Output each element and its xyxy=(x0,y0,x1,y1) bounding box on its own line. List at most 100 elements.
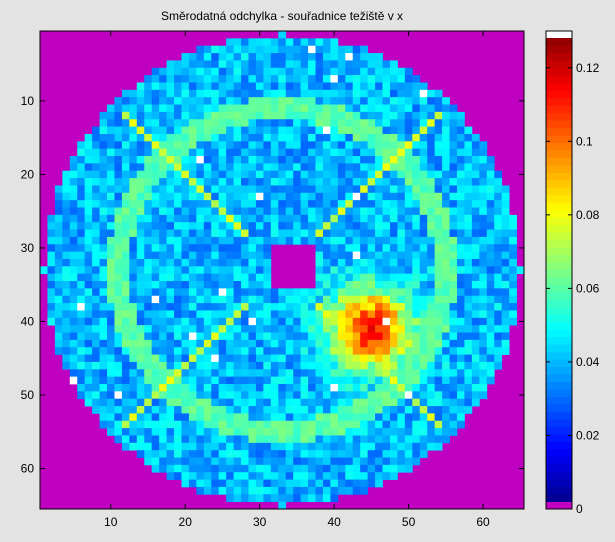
heatmap-cell xyxy=(129,119,138,127)
heatmap-cell xyxy=(330,89,339,98)
heatmap-cell xyxy=(419,251,428,260)
heatmap-cell xyxy=(442,141,450,150)
heatmap-cell xyxy=(412,192,421,201)
colorbar-segment xyxy=(546,187,572,196)
heatmap-cell xyxy=(300,354,309,363)
heatmap-cell xyxy=(427,141,436,150)
heatmap-cell xyxy=(389,391,398,400)
heatmap-cell xyxy=(196,251,205,260)
heatmap-cell xyxy=(442,428,450,436)
heatmap-cell xyxy=(509,310,517,319)
heatmap-cell xyxy=(188,281,197,289)
heatmap-cell xyxy=(166,361,175,370)
heatmap-cell xyxy=(69,207,78,216)
heatmap-cell xyxy=(107,428,115,436)
heatmap-cell xyxy=(241,178,249,186)
heatmap-cell xyxy=(136,207,145,216)
heatmap-cell xyxy=(218,295,227,304)
heatmap-cell xyxy=(308,325,316,333)
heatmap-cell xyxy=(136,325,145,333)
heatmap-cell xyxy=(248,111,257,120)
heatmap-cell xyxy=(129,295,138,304)
heatmap-cell xyxy=(196,383,205,392)
heatmap-cell xyxy=(196,244,205,253)
heatmap-cell xyxy=(464,406,473,414)
heatmap-cell xyxy=(345,45,354,54)
heatmap-cell xyxy=(442,398,450,407)
heatmap-cell xyxy=(166,170,175,179)
heatmap-cell xyxy=(404,361,413,370)
heatmap-cell xyxy=(427,332,436,341)
heatmap-cell xyxy=(188,170,197,179)
heatmap-cell xyxy=(293,104,302,113)
heatmap-cell xyxy=(270,288,279,297)
heatmap-cell xyxy=(151,251,160,260)
heatmap-cell xyxy=(397,376,406,385)
heatmap-cell xyxy=(308,75,316,83)
heatmap-cell xyxy=(360,281,369,289)
heatmap-cell xyxy=(464,185,473,194)
heatmap-cell xyxy=(270,332,279,341)
heatmap-cell xyxy=(248,398,257,407)
heatmap-cell xyxy=(404,450,413,458)
colorbar-segment xyxy=(546,225,572,234)
heatmap-cell xyxy=(211,67,220,76)
heatmap-cell xyxy=(352,53,361,61)
heatmap-cell xyxy=(226,82,234,91)
heatmap-cell xyxy=(345,472,354,480)
heatmap-cell xyxy=(218,266,227,275)
heatmap-cell xyxy=(494,214,503,223)
colorbar-tick-label: 0.04 xyxy=(576,355,600,369)
heatmap-cell xyxy=(419,303,428,311)
heatmap-cell xyxy=(144,207,153,216)
heatmap-cell xyxy=(486,156,495,164)
heatmap-cell xyxy=(285,192,294,201)
heatmap-cell xyxy=(107,266,115,275)
heatmap-cell xyxy=(270,479,279,488)
heatmap-cell xyxy=(330,494,339,503)
heatmap-cell xyxy=(412,361,421,370)
heatmap-cell xyxy=(248,442,257,451)
heatmap-cell xyxy=(47,303,56,311)
heatmap-cell xyxy=(218,148,227,157)
heatmap-cell xyxy=(77,141,86,150)
heatmap-cell xyxy=(188,479,197,488)
heatmap-cell xyxy=(486,369,495,378)
heatmap-cell xyxy=(136,442,145,451)
heatmap-cell xyxy=(382,435,391,444)
heatmap-cell xyxy=(285,75,294,83)
heatmap-cell xyxy=(181,420,190,429)
heatmap-cell xyxy=(404,97,413,105)
heatmap-cell xyxy=(270,222,279,230)
colorbar-segment xyxy=(546,314,572,323)
heatmap-cell xyxy=(62,251,71,260)
heatmap-cell xyxy=(69,156,78,164)
heatmap-cell xyxy=(255,170,264,179)
heatmap-cell xyxy=(367,133,376,142)
heatmap-cell xyxy=(174,200,182,208)
heatmap-cell xyxy=(218,104,227,113)
heatmap-cell xyxy=(203,457,212,466)
heatmap-cell xyxy=(144,339,153,348)
heatmap-cell xyxy=(404,156,413,164)
heatmap-cell xyxy=(479,332,488,341)
heatmap-cell xyxy=(375,266,383,275)
heatmap-cell xyxy=(92,126,100,135)
colorbar-segment xyxy=(546,255,572,264)
heatmap-cell xyxy=(233,303,242,311)
heatmap-cell xyxy=(107,178,115,186)
heatmap-cell xyxy=(442,148,450,157)
heatmap-cell xyxy=(404,317,413,326)
heatmap-cell xyxy=(382,163,391,172)
heatmap-cell xyxy=(464,148,473,157)
heatmap-cell xyxy=(293,156,302,164)
heatmap-cell xyxy=(92,398,100,407)
heatmap-cell xyxy=(427,273,436,282)
heatmap-cell xyxy=(427,89,436,98)
heatmap-cell xyxy=(226,89,234,98)
heatmap-cell xyxy=(166,420,175,429)
heatmap-cell xyxy=(107,288,115,297)
heatmap-cell xyxy=(285,310,294,319)
heatmap-cell xyxy=(322,251,331,260)
heatmap-cell xyxy=(188,214,197,223)
